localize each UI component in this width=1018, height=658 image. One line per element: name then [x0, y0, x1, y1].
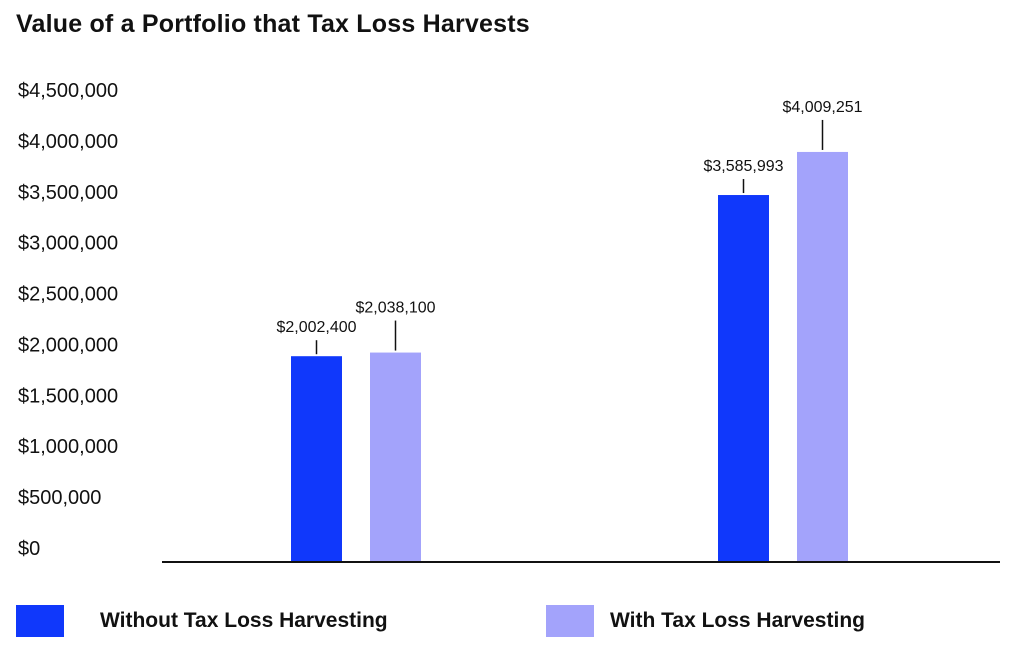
legend-swatch-with: [546, 605, 594, 637]
legend-swatch-without: [16, 605, 64, 637]
bar-chart: $0 $500,000 $1,000,000 $1,500,000 $2,000,000…: [18, 80, 1000, 563]
data-label: $2,002,400: [276, 319, 356, 336]
y-tick-label: $3,000,000: [18, 233, 118, 255]
y-tick-label: $1,000,000: [18, 436, 118, 458]
data-label: $4,009,251: [782, 99, 862, 116]
legend-label-with: With Tax Loss Harvesting: [610, 609, 865, 632]
y-tick-label: $4,500,000: [18, 80, 118, 102]
chart-title: Value of a Portfolio that Tax Loss Harve…: [16, 10, 530, 38]
y-tick-label: $3,500,000: [18, 182, 118, 204]
y-tick-label: $4,000,000: [18, 131, 118, 153]
y-tick-label: $1,500,000: [18, 385, 118, 407]
y-tick-label: $0: [18, 538, 40, 560]
bar-without-tlh: [718, 195, 769, 562]
bar-with-tlh: [370, 352, 421, 562]
data-label: $2,038,100: [355, 300, 435, 317]
legend-item-without: Without Tax Loss Harvesting: [16, 605, 388, 637]
bars: $2,002,400 $3,585,993 $2,038,100 $4,009,251: [276, 99, 863, 563]
y-tick-label: $500,000: [18, 487, 101, 509]
y-tick-label: $2,000,000: [18, 334, 118, 356]
legend-item-with: With Tax Loss Harvesting: [546, 605, 865, 637]
y-axis-ticks: $0 $500,000 $1,000,000 $1,500,000 $2,000,000…: [18, 80, 118, 560]
y-tick-label: $2,500,000: [18, 284, 118, 306]
bar-with-tlh: [797, 151, 848, 563]
legend-label-without: Without Tax Loss Harvesting: [100, 609, 388, 632]
bar-without-tlh: [291, 356, 342, 562]
data-label: $3,585,993: [703, 158, 783, 175]
